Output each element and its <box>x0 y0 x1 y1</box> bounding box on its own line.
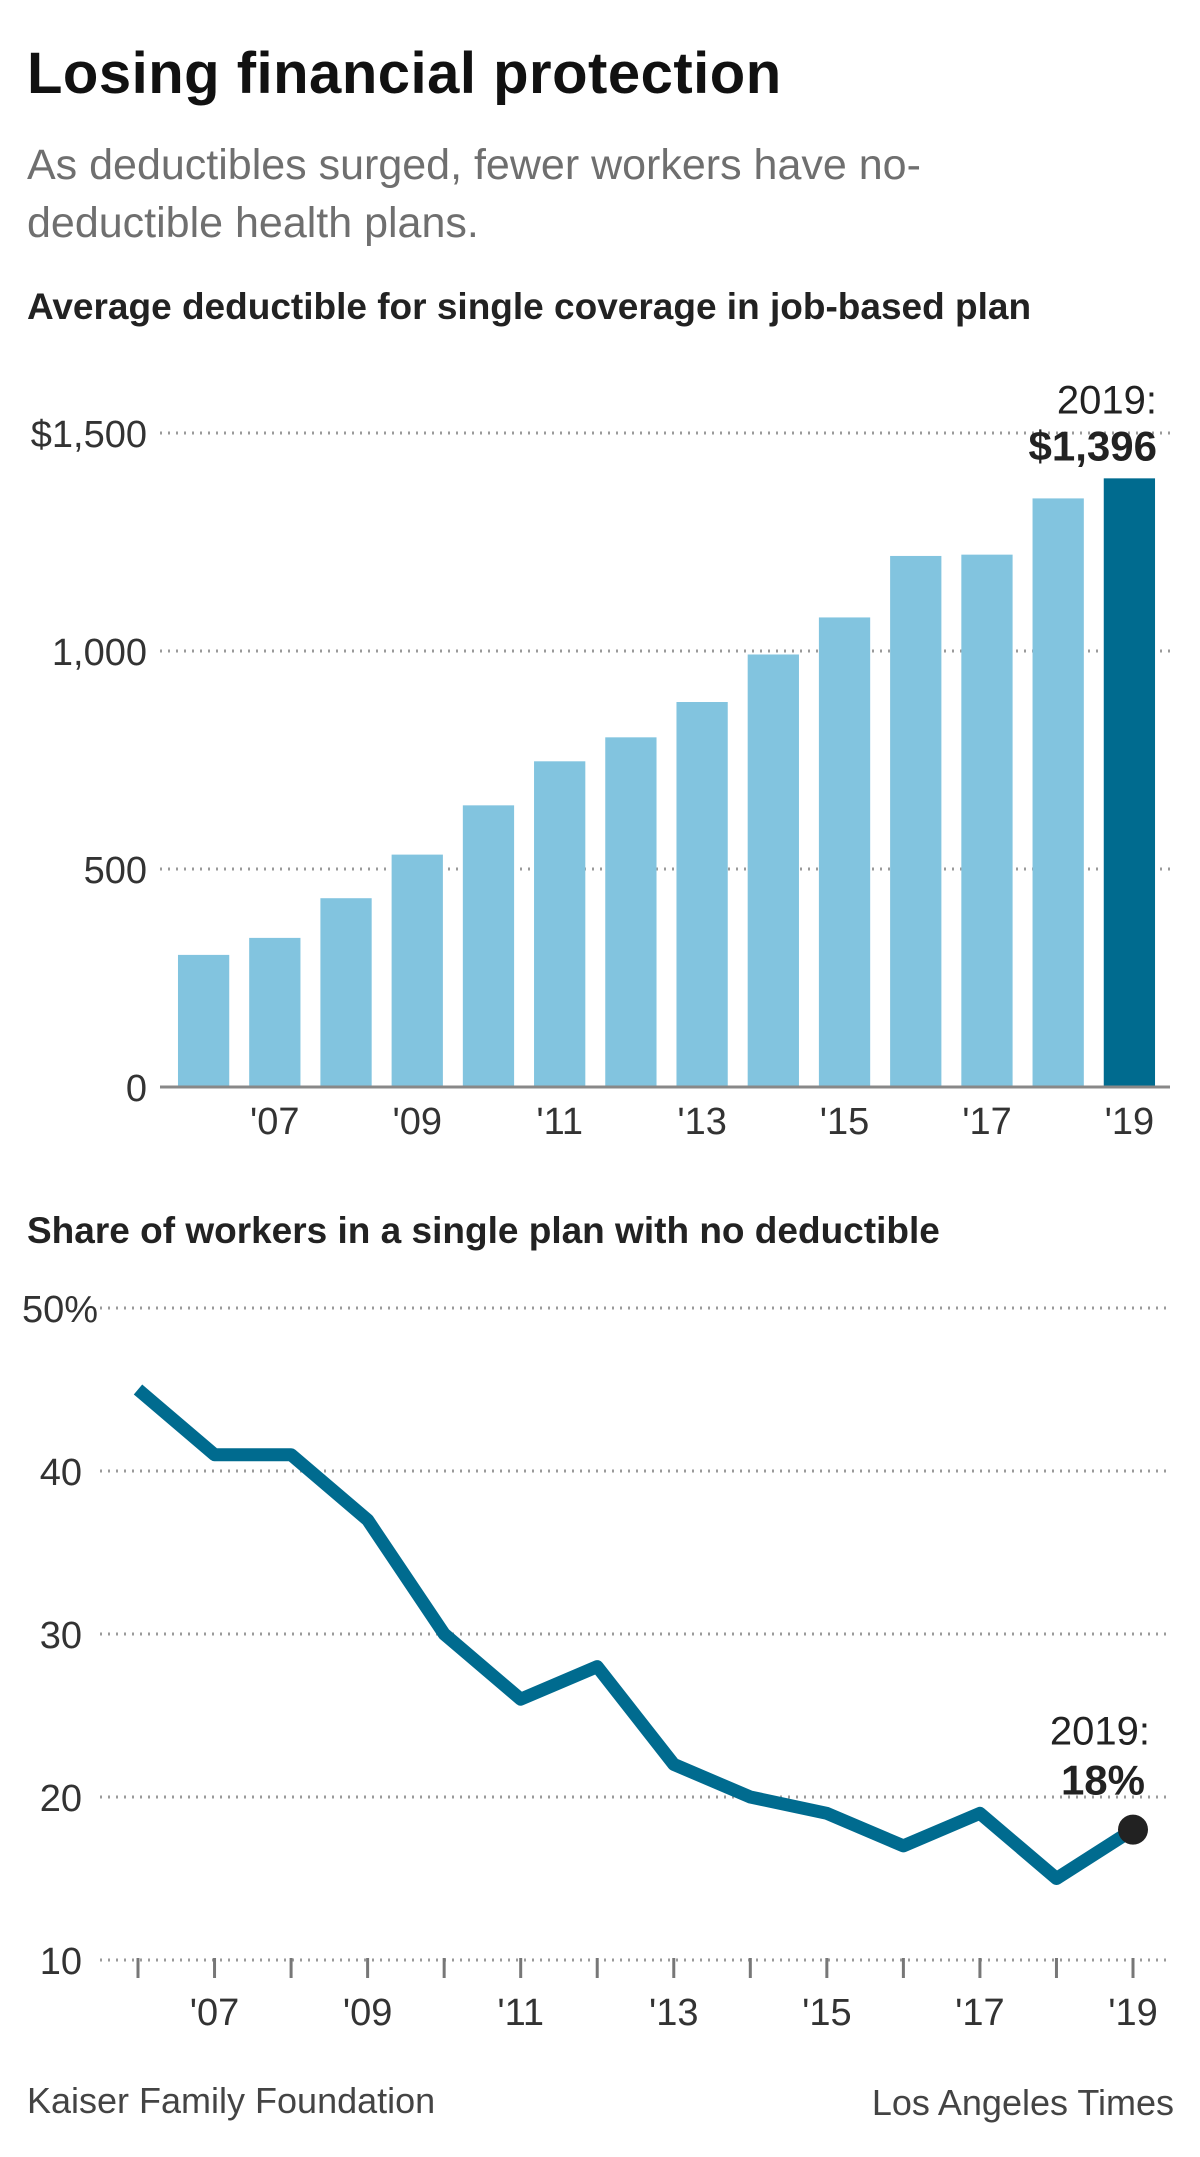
y-tick-label: 50% <box>22 1289 98 1331</box>
bar-2006 <box>177 954 230 1087</box>
bar-2008 <box>320 898 372 1087</box>
bar-2010 <box>462 805 515 1087</box>
x-tick-label: '07 <box>190 1992 240 2034</box>
y-tick-label: 0 <box>126 1068 147 1110</box>
annotation-year: 2019: <box>1057 378 1157 422</box>
series-line <box>133 1384 1137 1885</box>
annotation-year: 2019: <box>1050 1710 1150 1754</box>
bar-2009 <box>391 854 443 1087</box>
y-tick-label: 500 <box>84 850 147 892</box>
bar-2019 <box>1103 478 1156 1087</box>
endpoint-dot <box>1118 1814 1148 1845</box>
y-tick-label: 30 <box>40 1615 82 1657</box>
chart-subtitle: As deductibles surged, fewer workers hav… <box>27 141 921 247</box>
x-tick-label: '07 <box>250 1101 300 1140</box>
y-tick-label: 40 <box>40 1452 82 1494</box>
x-tick-label: '17 <box>962 1101 1012 1140</box>
bar-2014 <box>747 654 799 1087</box>
x-tick-label: '19 <box>1108 1992 1158 2034</box>
no-deductible-line-chart: 10 20 30 40 50% '07 '09 '11 '13 '15 '17 '19 2019:18% <box>22 1289 1170 2034</box>
x-tick-label: '15 <box>820 1101 870 1140</box>
x-tick-label: '09 <box>343 1992 393 2034</box>
annotation-value: $1,396 <box>1029 422 1157 469</box>
x-tick-label: '13 <box>649 1992 699 2034</box>
x-tick-label: '11 <box>536 1101 583 1140</box>
x-tick-label: '09 <box>392 1101 442 1140</box>
x-tick-label: '19 <box>1105 1101 1155 1140</box>
bar-2013 <box>676 702 728 1087</box>
x-tick-label: '15 <box>802 1992 852 2034</box>
bar-2015 <box>818 617 871 1087</box>
bar-2007 <box>249 937 301 1087</box>
source-note: Kaiser Family Foundation <box>27 2080 436 2121</box>
line-chart-title: Share of workers in a single plan with n… <box>27 1210 940 1251</box>
annotation-value: 18% <box>1061 1757 1145 1804</box>
bar-2017 <box>961 554 1013 1087</box>
y-tick-label: 10 <box>40 1941 82 1983</box>
publisher-credit: Los Angeles Times <box>871 2082 1174 2123</box>
y-tick-label: $1,500 <box>31 414 147 456</box>
y-tick-label: 1,000 <box>52 632 147 674</box>
deductible-bar-chart: 0 500 1,000 $1,500 '07 '09 '11 '13 '15 '17 '19 2019… <box>31 378 1170 1140</box>
x-tick-label: '17 <box>955 1992 1005 2034</box>
x-tick-label: '13 <box>677 1101 727 1140</box>
bar-2011 <box>534 761 586 1087</box>
bar-2018 <box>1032 498 1084 1087</box>
y-tick-label: 20 <box>40 1778 82 1820</box>
x-tick-label: '11 <box>497 1992 544 2034</box>
bar-2012 <box>605 737 657 1087</box>
chart-headline: Losing financial protection <box>27 41 782 106</box>
bar-2016 <box>890 555 942 1087</box>
bar-chart-title: Average deductible for single coverage i… <box>27 286 1032 327</box>
